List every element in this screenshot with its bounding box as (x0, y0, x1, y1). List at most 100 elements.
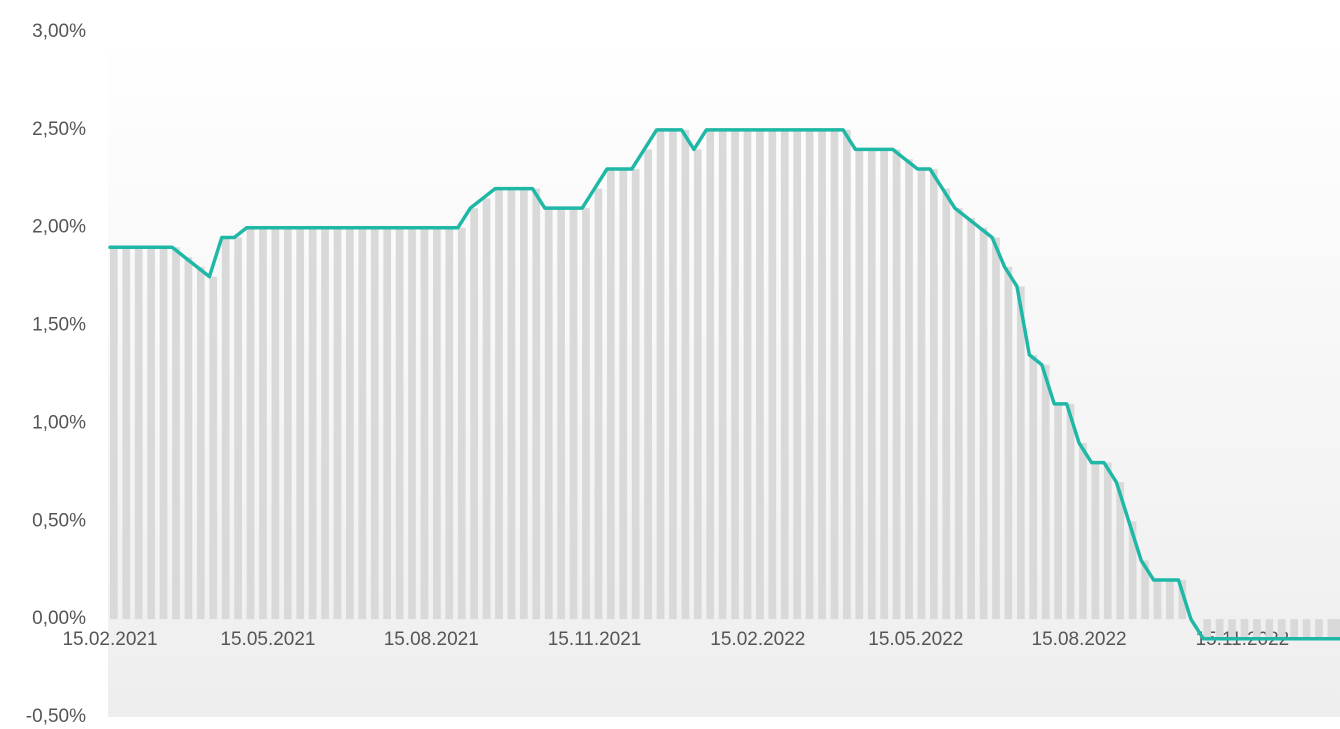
bar (805, 129, 814, 620)
bar (930, 169, 938, 620)
bar (1141, 560, 1149, 620)
bar (1016, 286, 1025, 620)
bar (693, 149, 702, 620)
bar (333, 227, 342, 620)
bar (731, 129, 739, 620)
bar (743, 129, 752, 620)
bar (408, 227, 416, 620)
bar (1327, 619, 1336, 639)
bar (756, 129, 764, 620)
bar (619, 169, 628, 620)
bar (1215, 619, 1224, 639)
x-tick-label: 15.05.2022 (868, 629, 963, 650)
bar (843, 129, 851, 620)
bar (184, 257, 193, 620)
bar (1066, 403, 1075, 620)
bar (296, 227, 305, 620)
bar (1315, 619, 1323, 639)
bar (470, 208, 479, 620)
bar (1178, 580, 1187, 620)
bar (830, 129, 839, 620)
bar (1153, 580, 1162, 620)
bar (172, 247, 180, 620)
line (108, 128, 1340, 641)
bar (370, 227, 379, 620)
bar (196, 266, 205, 620)
bar (1277, 619, 1286, 639)
bar (1228, 619, 1236, 639)
x-tick-label: 15.11.2021 (548, 629, 642, 650)
bar (582, 208, 590, 620)
bar (942, 188, 951, 620)
bar (1004, 266, 1013, 620)
bar (867, 149, 876, 620)
bar (631, 169, 640, 620)
bar (1041, 364, 1050, 620)
bar (532, 188, 541, 620)
bar (457, 227, 466, 620)
bar (954, 208, 963, 620)
y-tick-label: 2,50% (32, 119, 86, 140)
bar (681, 129, 690, 620)
bar (917, 169, 926, 620)
bar (110, 247, 118, 620)
bar (383, 227, 392, 620)
bar (606, 169, 615, 620)
bar (147, 247, 155, 620)
bar (880, 149, 889, 620)
bar (159, 247, 168, 620)
bar (905, 159, 913, 620)
y-tick-label: 1,00% (32, 412, 86, 433)
y-tick-label: 1,50% (32, 315, 86, 336)
bar (544, 208, 553, 620)
bar (992, 237, 1000, 620)
bar (1203, 619, 1212, 639)
bar (1091, 462, 1100, 620)
bar (669, 129, 677, 620)
bar (557, 208, 565, 620)
bar (259, 227, 267, 620)
bar (780, 129, 789, 620)
bar (1332, 619, 1340, 639)
bar (1054, 403, 1062, 620)
bar (321, 227, 329, 620)
bar (420, 227, 429, 620)
bar (979, 227, 988, 620)
bar (594, 188, 603, 620)
bar (358, 227, 367, 620)
bar (283, 227, 292, 620)
bar (1029, 354, 1038, 620)
bar (271, 227, 280, 620)
bar (1116, 482, 1125, 620)
y-tick-label: 2,00% (32, 217, 86, 238)
bar (656, 129, 665, 620)
bar (1290, 619, 1299, 639)
bar (1265, 619, 1274, 639)
y-tick-label: -0,50% (26, 706, 86, 727)
bar (433, 227, 441, 620)
bar (967, 217, 975, 620)
x-tick-label: 15.08.2022 (1032, 629, 1127, 650)
bar (1128, 521, 1137, 620)
bar (1103, 462, 1112, 620)
bar (793, 129, 802, 620)
bar (395, 227, 404, 620)
bar (644, 149, 652, 620)
bar (1240, 619, 1249, 639)
bar (1079, 443, 1087, 620)
x-tick-label: 15.02.2022 (710, 629, 805, 650)
bar (482, 198, 491, 620)
bar (495, 188, 503, 620)
bar (768, 129, 777, 620)
x-tick-label: 15.05.2021 (220, 629, 315, 650)
bar (520, 188, 528, 620)
x-tick-label: 15.02.2021 (62, 629, 157, 650)
bar (569, 208, 578, 620)
bar (718, 129, 727, 620)
bar (209, 276, 218, 620)
bar (706, 129, 715, 620)
x-tick-label: 15.08.2021 (384, 629, 479, 650)
bar (308, 227, 317, 620)
